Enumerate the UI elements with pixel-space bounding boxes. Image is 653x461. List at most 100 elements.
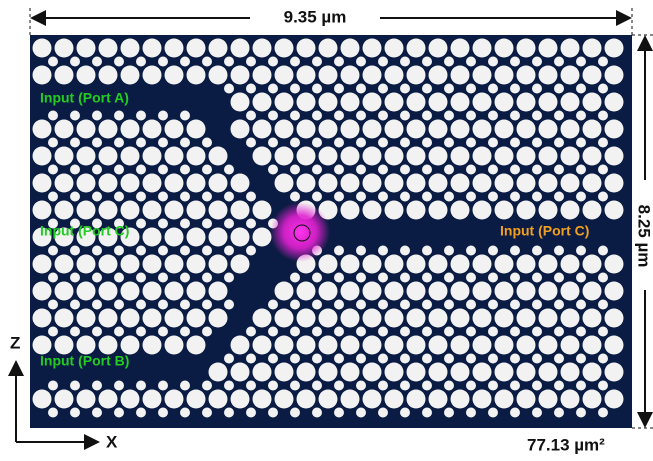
air-hole — [378, 381, 388, 391]
air-hole — [385, 309, 404, 328]
air-hole — [561, 120, 580, 139]
air-hole — [55, 120, 74, 139]
air-hole — [444, 192, 454, 202]
air-hole — [136, 246, 146, 256]
air-hole — [407, 201, 426, 220]
air-hole — [334, 327, 344, 337]
air-hole — [378, 165, 388, 175]
air-hole — [444, 381, 454, 391]
air-hole — [517, 390, 536, 409]
air-hole — [363, 255, 382, 274]
air-hole — [444, 246, 454, 256]
air-hole — [429, 363, 448, 382]
air-hole — [121, 174, 140, 193]
air-hole — [114, 408, 124, 418]
air-hole — [121, 120, 140, 139]
air-hole — [495, 390, 514, 409]
air-hole — [253, 120, 272, 139]
air-hole — [121, 336, 140, 355]
air-hole — [143, 228, 162, 247]
air-hole — [77, 201, 96, 220]
air-hole — [312, 57, 322, 67]
air-hole — [77, 255, 96, 274]
air-hole — [158, 273, 168, 283]
air-hole — [165, 147, 184, 166]
air-hole — [136, 138, 146, 148]
air-hole — [209, 282, 228, 301]
air-hole — [598, 57, 608, 67]
air-hole — [466, 327, 476, 337]
air-hole — [290, 327, 300, 337]
air-hole — [341, 336, 360, 355]
air-hole — [297, 39, 316, 58]
air-hole — [92, 408, 102, 418]
air-hole — [466, 381, 476, 391]
air-hole — [33, 309, 52, 328]
z-label: Z — [10, 333, 20, 352]
air-hole — [48, 192, 58, 202]
air-hole — [158, 246, 168, 256]
air-hole — [136, 57, 146, 67]
air-hole — [165, 336, 184, 355]
area-label: 77.13 µm² — [527, 435, 605, 454]
air-hole — [532, 138, 542, 148]
air-hole — [180, 165, 190, 175]
air-hole — [517, 336, 536, 355]
air-hole — [407, 93, 426, 112]
air-hole — [532, 192, 542, 202]
air-hole — [429, 282, 448, 301]
air-hole — [70, 273, 80, 283]
air-hole — [33, 39, 52, 58]
port-label: Input (Port A) — [40, 90, 129, 106]
air-hole — [33, 147, 52, 166]
air-hole — [334, 111, 344, 121]
air-hole — [246, 192, 256, 202]
air-hole — [99, 39, 118, 58]
air-hole — [253, 228, 272, 247]
air-hole — [165, 255, 184, 274]
air-hole — [246, 138, 256, 148]
air-hole — [136, 408, 146, 418]
air-hole — [55, 66, 74, 85]
air-hole — [114, 165, 124, 175]
air-hole — [341, 363, 360, 382]
air-hole — [224, 246, 234, 256]
air-hole — [407, 282, 426, 301]
air-hole — [473, 282, 492, 301]
air-hole — [576, 111, 586, 121]
air-hole — [99, 255, 118, 274]
air-hole — [385, 201, 404, 220]
air-hole — [334, 84, 344, 94]
air-hole — [422, 354, 432, 364]
air-hole — [136, 381, 146, 391]
air-hole — [422, 300, 432, 310]
air-hole — [422, 165, 432, 175]
air-hole — [312, 300, 322, 310]
air-hole — [444, 84, 454, 94]
air-hole — [158, 408, 168, 418]
air-hole — [70, 300, 80, 310]
air-hole — [598, 111, 608, 121]
air-hole — [451, 120, 470, 139]
air-hole — [605, 282, 624, 301]
air-hole — [99, 147, 118, 166]
width-label: 9.35 µm — [284, 7, 347, 26]
air-hole — [209, 309, 228, 328]
air-hole — [400, 273, 410, 283]
air-hole — [290, 138, 300, 148]
air-hole — [77, 282, 96, 301]
air-hole — [488, 327, 498, 337]
air-hole — [510, 381, 520, 391]
air-hole — [158, 57, 168, 67]
air-hole — [202, 273, 212, 283]
air-hole — [319, 309, 338, 328]
air-hole — [165, 39, 184, 58]
air-hole — [407, 39, 426, 58]
air-hole — [224, 300, 234, 310]
air-hole — [341, 147, 360, 166]
air-hole — [598, 165, 608, 175]
air-hole — [48, 246, 58, 256]
air-hole — [158, 192, 168, 202]
air-hole — [356, 408, 366, 418]
air-hole — [268, 57, 278, 67]
